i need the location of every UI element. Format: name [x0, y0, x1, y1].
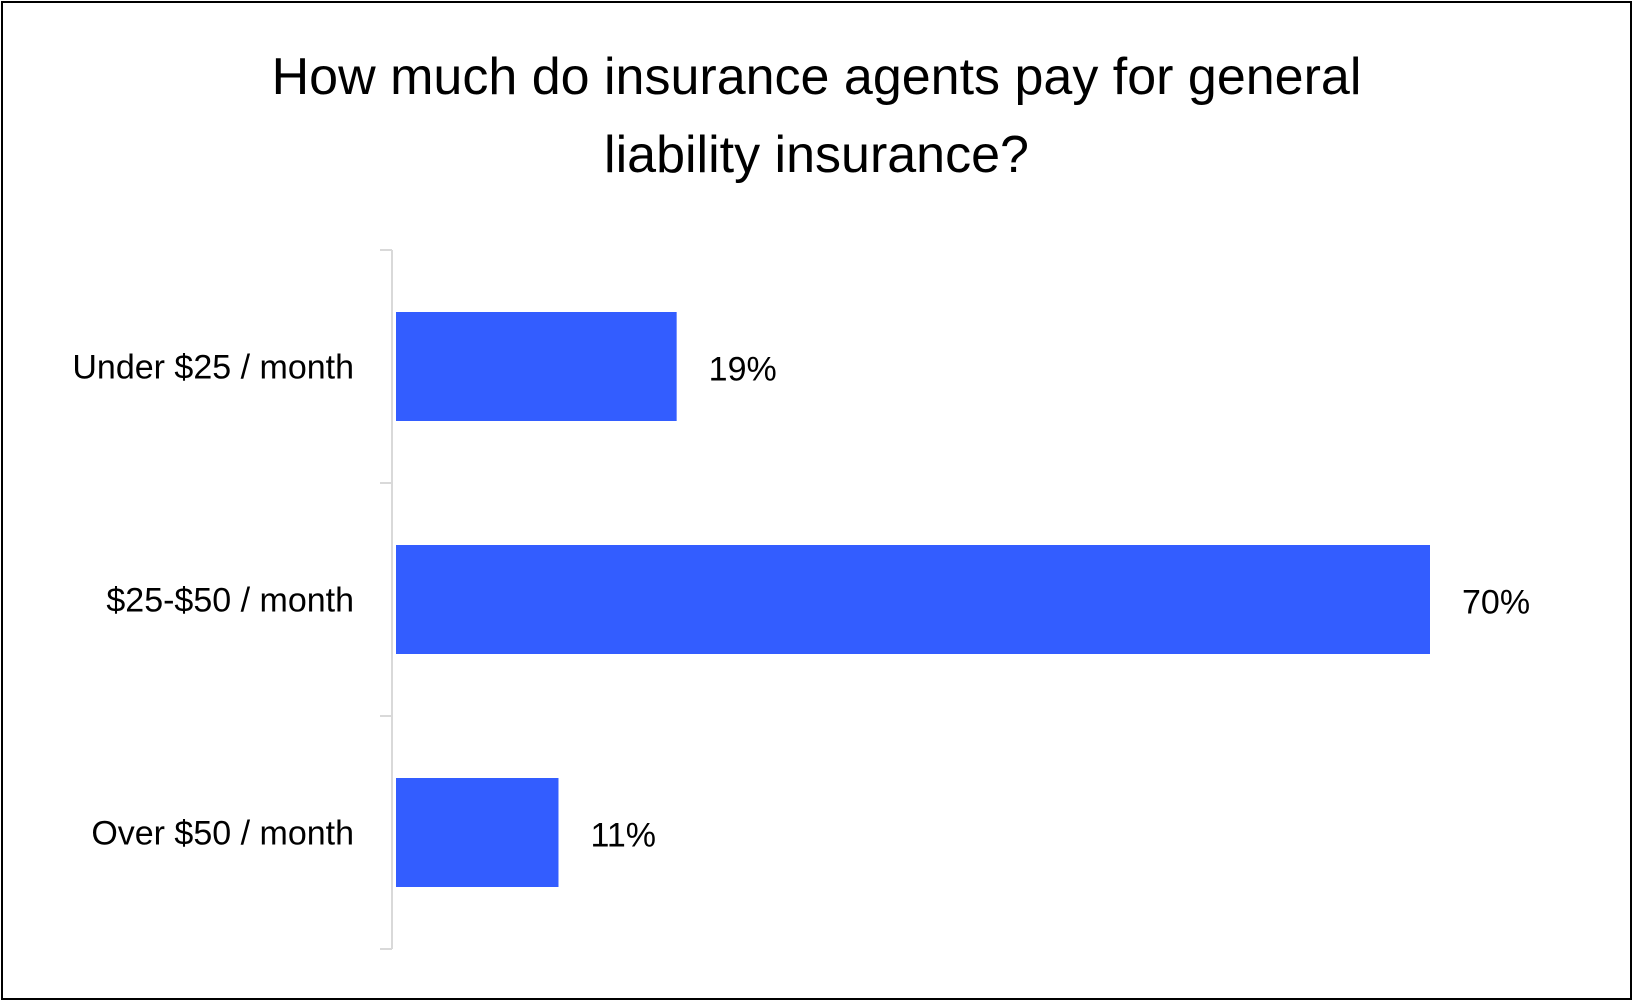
- chart-title-line-2: liability insurance?: [604, 126, 1029, 184]
- category-axis: [380, 249, 393, 950]
- bar: [396, 545, 1430, 654]
- category-tick-label: $25-$50 / month: [106, 582, 354, 620]
- category-tick-label: Under $25 / month: [72, 349, 354, 387]
- bar: [396, 312, 677, 421]
- category-tick-label: Over $50 / month: [91, 815, 354, 853]
- data-label: 19%: [709, 351, 777, 389]
- chart-title-line-1: How much do insurance agents pay for gen…: [271, 48, 1362, 106]
- labels: Under $25 / month 19% $25-$50 / month 70% Ov…: [72, 349, 1530, 855]
- data-label: 70%: [1462, 584, 1530, 622]
- bar: [396, 778, 559, 887]
- data-label: 11%: [590, 817, 656, 855]
- chart-title: How much do insurance agents pay for gen…: [0, 38, 1633, 194]
- bar-series: [396, 312, 1430, 887]
